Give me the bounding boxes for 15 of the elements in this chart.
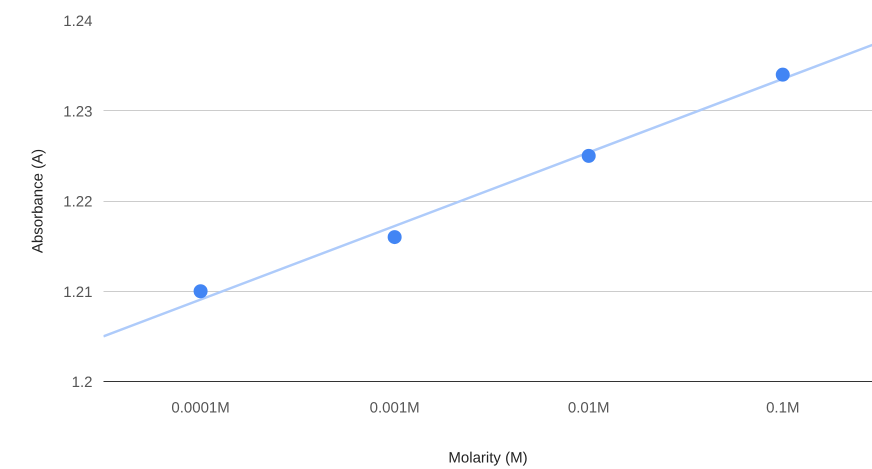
y-tick-label: 1.21 — [63, 284, 93, 301]
y-tick-label: 1.23 — [63, 103, 93, 120]
y-tick-label: 1.2 — [72, 374, 93, 391]
x-tick-label: 0.0001M — [171, 400, 230, 416]
y-tick-label: 1.24 — [63, 13, 93, 30]
point — [582, 148, 596, 163]
y-axis-title: Absorbance (A) — [29, 148, 46, 254]
point — [194, 284, 208, 298]
x-tick-label: 0.01M — [568, 400, 610, 416]
x-tick-label: 0.1M — [766, 400, 800, 416]
y-tick-label: 1.22 — [63, 194, 93, 210]
x-axis-title: Molarity (M) — [448, 450, 528, 466]
x-tick-label: 0.001M — [370, 400, 420, 416]
point — [776, 68, 790, 82]
point — [388, 230, 402, 244]
